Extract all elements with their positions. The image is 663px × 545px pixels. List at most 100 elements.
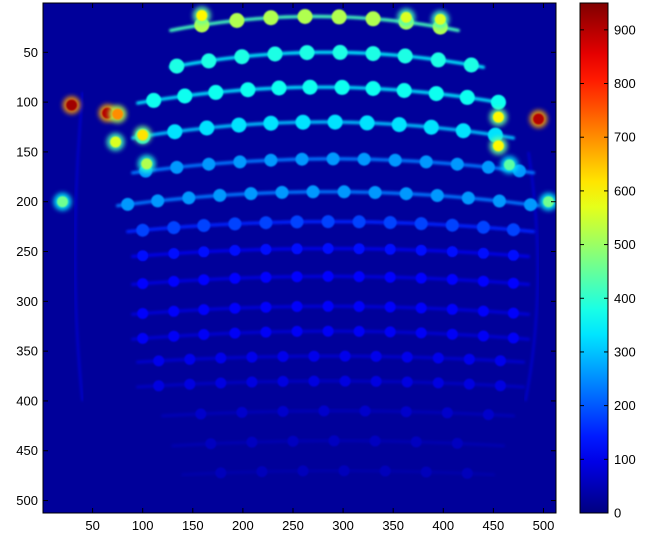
x-tick-label: 350 — [382, 518, 404, 533]
arc-dot — [353, 271, 365, 283]
arc-dot — [481, 160, 495, 174]
arc-dot — [423, 119, 439, 135]
arc-dot — [291, 301, 303, 312]
arc-dot — [337, 185, 351, 199]
arc-dot — [137, 250, 149, 262]
arc-dot — [463, 57, 479, 73]
hot-spot — [57, 196, 68, 208]
hot-spot — [141, 158, 153, 170]
arc-dot — [494, 380, 506, 392]
arc-dot — [331, 9, 347, 25]
y-tick-label: 100 — [16, 95, 38, 110]
arc-dot — [507, 332, 519, 344]
arc-dot — [199, 120, 215, 136]
arc-dot — [414, 217, 428, 231]
colorbar-tick-label: 900 — [614, 22, 636, 37]
y-tick-label: 200 — [16, 194, 38, 209]
arc-dot — [170, 160, 184, 174]
arc-row-14 — [161, 405, 515, 421]
heatmap-background — [43, 3, 556, 513]
arc-dot — [291, 325, 303, 337]
arc-dot — [451, 437, 463, 449]
arc-dot — [233, 155, 247, 169]
arc-dot — [384, 301, 396, 313]
arc-dot — [202, 157, 216, 171]
arc-dot — [197, 219, 211, 232]
y-tick-label: 400 — [16, 393, 38, 408]
arc-dot — [168, 275, 180, 287]
colorbar-tick-label: 200 — [614, 398, 636, 413]
arc-dot — [322, 300, 334, 312]
arc-dot — [277, 405, 289, 417]
arc-line — [131, 120, 515, 140]
arc-dot — [384, 243, 396, 255]
arc-dot — [299, 45, 315, 61]
arc-dot — [321, 215, 335, 229]
arc-dot — [477, 247, 489, 259]
arc-dot — [256, 466, 268, 478]
arc-dot — [461, 467, 473, 479]
colorbar-tick-label: 600 — [614, 183, 636, 198]
arc-dot — [379, 465, 391, 477]
arc-dot — [295, 152, 309, 166]
arc-dot — [477, 275, 489, 287]
arc-dot — [339, 375, 351, 387]
arc-dot — [201, 53, 217, 69]
arc-dot — [459, 89, 475, 105]
arc-dot — [359, 115, 375, 131]
arc-row-16 — [181, 465, 495, 479]
arc-dot — [370, 375, 382, 387]
colorbar-tick-label: 0 — [614, 506, 621, 521]
hot-spot — [112, 108, 124, 120]
plot-frame — [42, 2, 557, 514]
arc-dot — [167, 221, 181, 235]
arc-dot — [365, 81, 381, 96]
arc-dot — [229, 327, 241, 339]
arc-dot — [195, 408, 207, 420]
arc-dot — [168, 248, 180, 259]
arc-dot — [290, 215, 304, 229]
arc-dot — [455, 123, 471, 139]
arc-dot — [430, 52, 446, 68]
arc-dot — [441, 407, 453, 419]
arc-dot — [446, 303, 458, 315]
arc-dot — [275, 185, 289, 199]
arc-dot — [428, 86, 444, 102]
arc-dot — [328, 435, 340, 447]
arc-dot — [287, 435, 299, 447]
arc-line — [136, 354, 525, 364]
arc-dot — [277, 375, 289, 387]
x-tick-label: 500 — [533, 518, 555, 533]
arc-dot — [415, 272, 427, 284]
arc-dot — [236, 406, 248, 418]
arc-dot — [477, 330, 489, 342]
arc-dot — [338, 465, 350, 477]
arc-dot — [357, 152, 371, 166]
arc-dot — [494, 355, 506, 367]
arc-dot — [446, 328, 458, 340]
arc-dot — [260, 326, 272, 338]
arc-dot — [507, 249, 519, 261]
arc-dot — [353, 301, 365, 312]
arc-dot — [463, 378, 475, 390]
arc-row-9 — [131, 270, 530, 290]
arc-dot — [208, 84, 224, 100]
arc-dot — [228, 217, 242, 231]
y-axis: 50 100 150 200 250 300 350 400 450 500 — [16, 45, 556, 508]
colorbar-tick-label: 800 — [614, 76, 636, 91]
arc-row-10 — [131, 300, 530, 319]
arc-dot — [263, 10, 279, 26]
arc-dot — [153, 355, 165, 367]
arc-dot — [368, 186, 382, 199]
x-axis: 50 100 150 200 250 300 350 400 450 500 — [85, 3, 554, 533]
x-tick-label: 400 — [432, 518, 454, 533]
arc-dot — [399, 187, 413, 201]
edge-band-right — [524, 151, 539, 402]
arc-dot — [198, 274, 210, 286]
arc-dot — [327, 114, 343, 130]
arc-dot — [419, 155, 433, 169]
hot-spot — [137, 129, 149, 141]
arc-row-2 — [169, 44, 485, 74]
